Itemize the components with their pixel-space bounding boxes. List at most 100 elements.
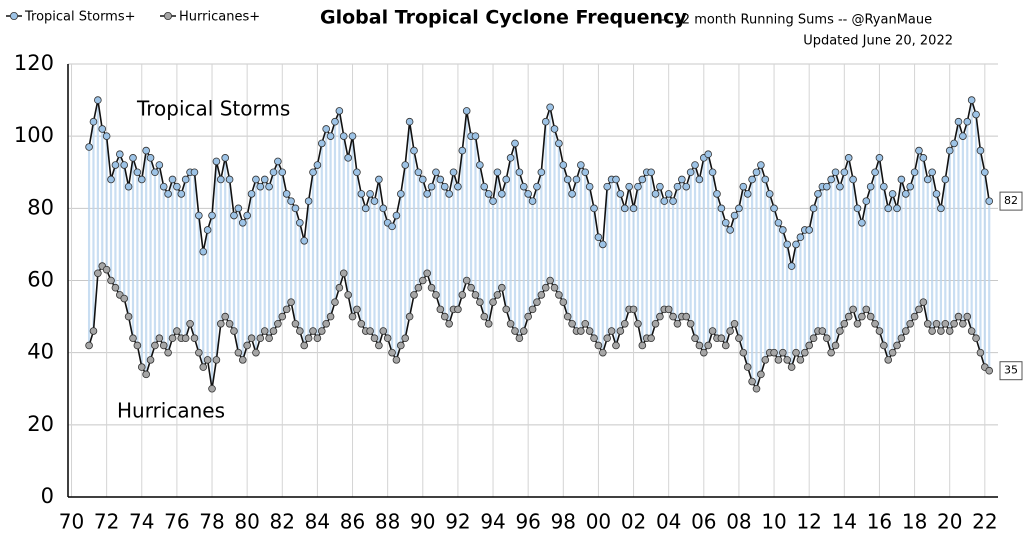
point <box>190 168 199 177</box>
point <box>133 168 142 177</box>
point <box>686 168 695 177</box>
x-tick-label: 80 <box>234 510 259 534</box>
point <box>471 132 480 140</box>
point <box>282 190 291 198</box>
point <box>282 305 291 314</box>
point <box>370 334 379 343</box>
point <box>401 334 410 343</box>
point <box>559 161 568 169</box>
point <box>107 175 115 184</box>
point <box>985 197 994 205</box>
x-tick-label: 96 <box>515 510 540 534</box>
point <box>436 305 445 314</box>
point <box>669 312 677 321</box>
point <box>752 168 761 177</box>
point <box>599 240 607 249</box>
point <box>155 334 164 343</box>
point <box>85 143 93 151</box>
point <box>656 312 664 321</box>
point <box>432 291 440 299</box>
x-tick-label: 22 <box>972 510 997 534</box>
point <box>858 218 866 227</box>
point <box>660 197 669 205</box>
point <box>234 348 243 357</box>
point <box>836 182 844 191</box>
point <box>792 240 800 249</box>
point <box>967 327 976 335</box>
point <box>269 168 278 177</box>
point <box>388 348 396 357</box>
point <box>502 305 511 314</box>
point <box>471 291 480 299</box>
point <box>102 265 111 274</box>
point <box>111 283 120 292</box>
point <box>695 341 704 350</box>
point <box>296 218 304 227</box>
end-label-box <box>999 191 1023 211</box>
point <box>664 190 673 198</box>
point <box>796 233 805 242</box>
point <box>519 327 528 335</box>
point <box>212 356 221 364</box>
point <box>910 312 919 321</box>
point <box>568 319 576 328</box>
point <box>243 341 251 350</box>
end-label: 35 <box>1004 364 1018 377</box>
point <box>493 291 502 299</box>
point <box>937 204 945 213</box>
point <box>717 204 726 213</box>
point <box>844 154 853 162</box>
point <box>124 182 133 191</box>
point <box>168 334 177 343</box>
point <box>317 327 326 335</box>
point <box>331 298 339 306</box>
point <box>243 211 251 220</box>
point <box>476 161 484 169</box>
point <box>217 175 225 184</box>
x-tick-label: 92 <box>445 510 470 534</box>
point <box>704 150 712 159</box>
point <box>616 190 625 198</box>
point <box>721 218 730 227</box>
point <box>827 175 835 184</box>
point <box>511 139 519 148</box>
point <box>757 370 765 379</box>
point <box>94 96 102 104</box>
point <box>647 168 655 177</box>
point <box>590 334 598 343</box>
point <box>366 327 374 335</box>
point <box>853 204 862 213</box>
point <box>177 190 186 198</box>
point <box>651 319 660 328</box>
x-tick-label: 02 <box>621 510 646 534</box>
point <box>524 190 532 198</box>
point <box>932 319 941 328</box>
point <box>89 117 98 126</box>
y-tick-label: 20 <box>27 412 54 436</box>
point <box>757 161 765 169</box>
point <box>300 237 309 245</box>
point <box>726 226 734 234</box>
point <box>880 182 888 191</box>
point <box>304 197 313 205</box>
point <box>915 146 923 155</box>
point <box>730 211 739 220</box>
x-tick-label: 90 <box>410 510 435 534</box>
point <box>225 319 234 328</box>
point <box>594 233 603 242</box>
point <box>155 161 164 169</box>
point <box>673 319 682 328</box>
x-tick-label: 12 <box>796 510 821 534</box>
point <box>195 211 203 220</box>
point <box>247 190 256 198</box>
point <box>541 117 550 126</box>
point <box>827 348 835 357</box>
point <box>783 240 792 249</box>
point <box>651 190 660 198</box>
point <box>875 327 884 335</box>
point <box>120 294 129 303</box>
point <box>686 319 695 328</box>
legend-label: Hurricanes+ <box>179 10 260 25</box>
point <box>370 197 379 205</box>
point <box>418 175 427 184</box>
